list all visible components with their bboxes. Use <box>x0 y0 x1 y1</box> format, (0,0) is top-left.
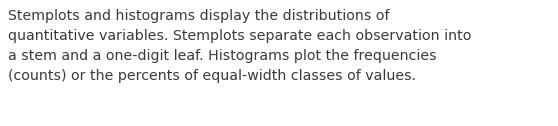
Text: Stemplots and histograms display the distributions of
quantitative variables. St: Stemplots and histograms display the dis… <box>8 9 472 83</box>
